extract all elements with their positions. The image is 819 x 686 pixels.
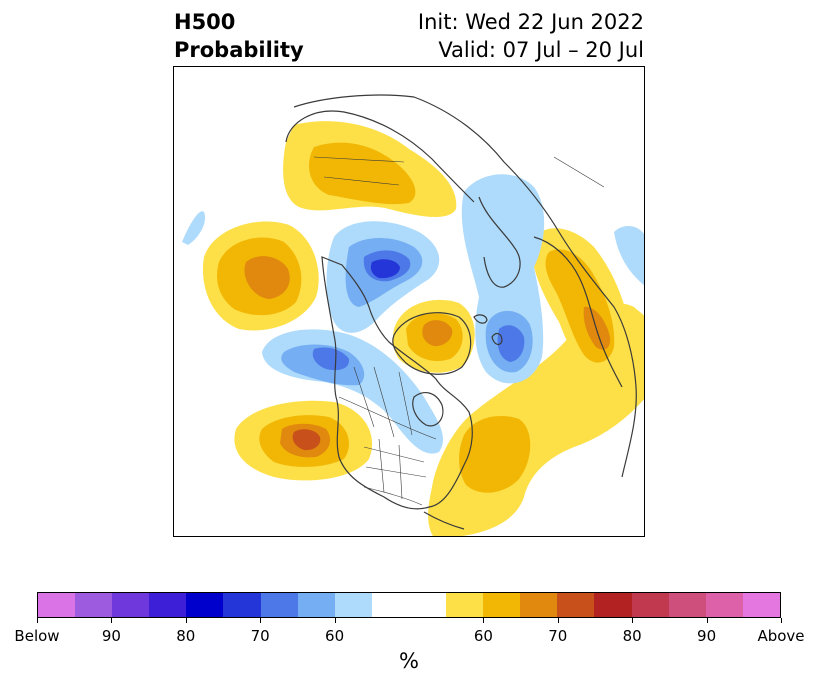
caribbean-coast: [423, 511, 465, 530]
colorbar-segment: [705, 593, 743, 617]
colorbar-tick: [706, 618, 708, 623]
contour-below-90: [370, 259, 400, 279]
anomaly-below-beaufort: [326, 221, 440, 333]
contour-above-80: [583, 306, 611, 350]
colorbar-tick: [334, 618, 336, 623]
forecast-dates: Init: Wed 22 Jun 2022 Valid: 07 Jul – 20…: [418, 8, 644, 64]
anomaly-below-siberia: [461, 174, 545, 384]
colorbar-tick-label: Below: [14, 627, 60, 645]
contour-below-60: [614, 226, 644, 286]
map-canvas: [182, 94, 644, 536]
greenland-coast: [392, 312, 472, 375]
contour-above-90: [292, 429, 321, 451]
colorbar-tick: [37, 618, 38, 623]
anomaly-below-canada: [262, 329, 444, 454]
colorbar-segment: [408, 593, 447, 617]
colorbar-segment: [112, 593, 150, 617]
colorbar-segment: [38, 593, 76, 617]
state-lines: [363, 438, 427, 500]
coastlines: [285, 94, 637, 530]
colorbar-tick: [111, 618, 113, 623]
political-borders: [313, 156, 605, 506]
colorbar-tick-label: 70: [548, 627, 568, 645]
europe-coast: [533, 236, 623, 388]
contour-below-60: [182, 211, 206, 245]
scandinavia-coast: [478, 196, 521, 288]
colorbar-unit: %: [399, 649, 419, 673]
colorbar-segment: [520, 593, 558, 617]
colorbar-tick: [557, 618, 559, 623]
colorbar-segment: [186, 593, 224, 617]
colorbar-tick-label: 60: [473, 627, 493, 645]
colorbar-segment: [260, 593, 298, 617]
us-mexico-border: [363, 486, 423, 506]
anomaly-above-westus: [234, 400, 373, 481]
eurasia-coast: [293, 94, 637, 478]
colorbar-segment: [446, 593, 484, 617]
russia-internal: [313, 156, 605, 188]
hudson-bay-coast: [412, 391, 444, 427]
colorbar-tick-label: 80: [622, 627, 642, 645]
north-america-coast: [321, 256, 473, 510]
contour-below-80: [312, 347, 350, 371]
anomaly-above-pacific: [202, 221, 319, 331]
colorbar-tick-label: 60: [325, 627, 345, 645]
contour-below-80: [497, 325, 525, 362]
valid-range: Valid: 07 Jul – 20 Jul: [438, 38, 644, 62]
colorbar-tick-label: 70: [250, 627, 270, 645]
uk-coast: [491, 332, 503, 346]
contour-above-80: [244, 256, 290, 299]
colorbar: [37, 592, 781, 618]
colorbar-tick: [483, 618, 485, 623]
probability-map: [173, 66, 645, 537]
colorbar-segment: [223, 593, 261, 617]
colorbar-segment: [334, 593, 372, 617]
siberia-coast: [285, 110, 475, 203]
colorbar-segment: [75, 593, 113, 617]
colorbar-tick-label: Above: [757, 627, 805, 645]
colorbar-tick: [632, 618, 634, 623]
contour-above-80: [422, 320, 453, 347]
contour-above-70: [459, 415, 531, 493]
province-lines: [353, 366, 413, 438]
colorbar-segment: [483, 593, 521, 617]
colorbar-tick-label: 90: [697, 627, 717, 645]
colorbar-segment: [371, 593, 409, 617]
colorbar-segment: [594, 593, 632, 617]
title-subject: Probability: [174, 38, 304, 62]
chart-title: H500 Probability: [174, 8, 304, 64]
colorbar-tick-label: 80: [176, 627, 196, 645]
colorbar-segment: [297, 593, 335, 617]
colorbar-segment: [149, 593, 187, 617]
colorbar-segment: [668, 593, 706, 617]
init-date: Init: Wed 22 Jun 2022: [417, 10, 644, 34]
colorbar-tick: [185, 618, 187, 623]
colorbar-segment: [557, 593, 595, 617]
anomaly-above-europe: [532, 228, 633, 383]
colorbar-tick: [781, 618, 782, 623]
title-variable: H500: [174, 10, 236, 34]
colorbar-segment: [631, 593, 669, 617]
colorbar-tick-label: 90: [101, 627, 121, 645]
colorbar-tick: [260, 618, 262, 623]
anomaly-above-arctic: [283, 121, 457, 217]
anomaly-below-edges: [182, 211, 644, 286]
colorbar-segment: [742, 593, 780, 617]
iceland-coast: [473, 314, 488, 324]
